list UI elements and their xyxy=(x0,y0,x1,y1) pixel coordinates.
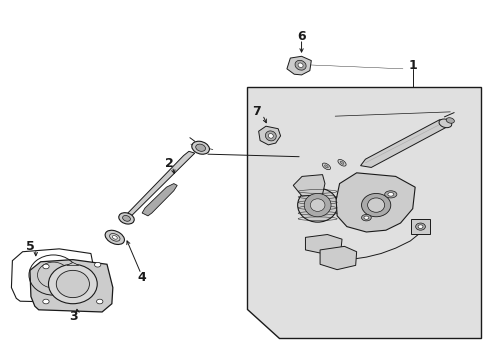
Ellipse shape xyxy=(195,144,205,151)
Ellipse shape xyxy=(324,165,327,168)
Text: 3: 3 xyxy=(69,310,78,324)
Ellipse shape xyxy=(265,131,276,141)
Ellipse shape xyxy=(112,235,117,239)
Ellipse shape xyxy=(94,262,101,267)
Ellipse shape xyxy=(105,230,124,244)
Polygon shape xyxy=(410,220,429,234)
Ellipse shape xyxy=(387,193,393,196)
Polygon shape xyxy=(360,120,447,167)
Ellipse shape xyxy=(294,60,305,70)
Text: 6: 6 xyxy=(297,30,305,43)
Ellipse shape xyxy=(48,264,97,304)
Ellipse shape xyxy=(43,264,49,269)
Ellipse shape xyxy=(43,299,49,304)
Polygon shape xyxy=(30,260,113,312)
Text: 4: 4 xyxy=(138,271,146,284)
Ellipse shape xyxy=(340,161,343,164)
Polygon shape xyxy=(122,151,194,221)
Ellipse shape xyxy=(438,119,451,128)
Polygon shape xyxy=(286,56,311,75)
Text: 5: 5 xyxy=(25,240,34,253)
Ellipse shape xyxy=(304,193,330,217)
Ellipse shape xyxy=(361,193,390,217)
Polygon shape xyxy=(258,126,280,145)
Text: 1: 1 xyxy=(407,59,416,72)
Ellipse shape xyxy=(322,163,330,170)
Ellipse shape xyxy=(361,215,370,221)
Polygon shape xyxy=(293,175,325,196)
Ellipse shape xyxy=(191,141,209,154)
Polygon shape xyxy=(142,184,177,216)
Ellipse shape xyxy=(122,216,130,221)
Ellipse shape xyxy=(367,198,384,212)
Ellipse shape xyxy=(97,299,102,304)
Polygon shape xyxy=(305,234,341,253)
Ellipse shape xyxy=(310,199,325,211)
Ellipse shape xyxy=(56,270,89,298)
Text: 7: 7 xyxy=(252,105,261,118)
Ellipse shape xyxy=(268,134,273,138)
Polygon shape xyxy=(335,173,414,232)
Ellipse shape xyxy=(119,213,134,224)
Ellipse shape xyxy=(445,118,453,123)
Ellipse shape xyxy=(384,191,396,198)
Ellipse shape xyxy=(415,223,425,230)
Text: 2: 2 xyxy=(164,157,173,170)
Ellipse shape xyxy=(337,159,346,166)
Polygon shape xyxy=(67,262,79,265)
Ellipse shape xyxy=(109,234,120,241)
Ellipse shape xyxy=(297,188,337,222)
Polygon shape xyxy=(246,87,480,338)
Ellipse shape xyxy=(297,63,303,68)
Polygon shape xyxy=(320,246,356,270)
Ellipse shape xyxy=(417,225,422,228)
Ellipse shape xyxy=(363,216,368,219)
